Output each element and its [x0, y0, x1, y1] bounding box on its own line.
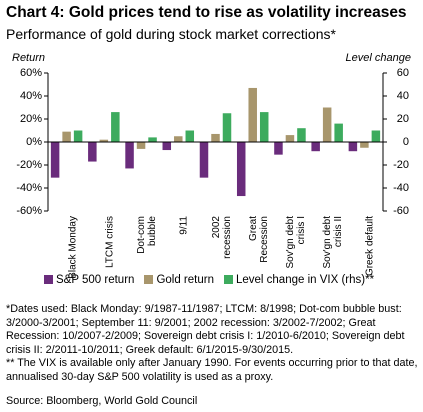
y2-tick-label: -40 [393, 182, 409, 194]
x-tick-label: Sov'gn debt crisis I [284, 216, 307, 269]
bar [334, 123, 343, 142]
bar [99, 139, 109, 142]
bar [125, 142, 134, 169]
legend-item: Gold return [144, 274, 214, 286]
bar [73, 130, 83, 142]
bar [162, 142, 172, 151]
bar [185, 130, 195, 142]
bar [199, 142, 209, 178]
y-axis-label: Return [12, 52, 46, 64]
x-tick-label: Dot-com bubble [136, 216, 159, 254]
legend-label: S&P 500 return [56, 274, 135, 286]
legend-swatch [223, 275, 233, 284]
y-tick-label: -40% [16, 182, 42, 194]
bar [371, 130, 381, 142]
y2-tick-label: 20 [397, 113, 409, 125]
bar [148, 137, 157, 142]
source: Source: Bloomberg, World Gold Council [6, 395, 198, 407]
legend-item: Level change in VIX (rhs)** [223, 274, 375, 286]
legend-item: S&P 500 return [44, 274, 134, 286]
y2-tick-label: -20 [393, 159, 409, 171]
bar [311, 142, 320, 152]
bar [274, 142, 283, 155]
x-tick-label: Great Recession [247, 216, 270, 263]
note: *Dates used: Black Monday: 9/1987-11/198… [6, 303, 405, 356]
bar [50, 142, 60, 178]
legend-label: Gold return [156, 274, 214, 286]
legend-swatch [44, 275, 53, 284]
x-tick-label: 9/11 [178, 216, 190, 235]
legend-label: Level change in VIX (rhs)** [235, 274, 375, 286]
legend: S&P 500 return Gold return Level change in… [44, 274, 374, 286]
chart-title: Chart 4: Gold prices tend to rise as vol… [6, 4, 407, 21]
chart-subtitle: Performance of gold during stock market … [6, 26, 336, 42]
bar [248, 87, 257, 142]
bar [111, 112, 120, 142]
bar [88, 142, 97, 162]
x-tick-label: Greek default [364, 216, 376, 277]
bar [62, 131, 71, 142]
y2-tick-label: 60 [397, 67, 409, 79]
y-tick-label: -20% [16, 159, 42, 171]
x-tick-label: LTCM crisis [104, 216, 116, 269]
y-tick-label: 20% [20, 113, 42, 125]
bar [297, 128, 306, 142]
note: ** The VIX is available only after Janua… [6, 357, 418, 383]
bar [259, 112, 269, 142]
bar [236, 142, 246, 197]
y2-tick-label: 40 [397, 90, 409, 102]
notes: *Dates used: Black Monday: 9/1987-11/198… [6, 303, 418, 384]
bar [360, 142, 369, 148]
y2-axis-label: Level change [345, 52, 411, 64]
x-tick-label: Sov'gn debt crisis II [322, 216, 345, 269]
bar [174, 136, 183, 142]
legend-swatch [144, 275, 154, 284]
bar [222, 113, 232, 142]
x-tick-label: Black Monday [67, 216, 79, 279]
bar [136, 142, 146, 149]
y-tick-label: -60% [16, 205, 42, 217]
y-tick-label: 40% [20, 90, 42, 102]
bar [348, 142, 358, 152]
x-tick-label: 2002 recession [210, 216, 233, 259]
y2-tick-label: -60 [393, 205, 409, 217]
y-tick-label: 60% [20, 67, 42, 79]
bar [285, 135, 295, 142]
y2-tick-label: 0 [403, 136, 409, 148]
bar [322, 107, 332, 142]
bar [211, 133, 220, 142]
y-tick-label: 0% [26, 136, 42, 148]
